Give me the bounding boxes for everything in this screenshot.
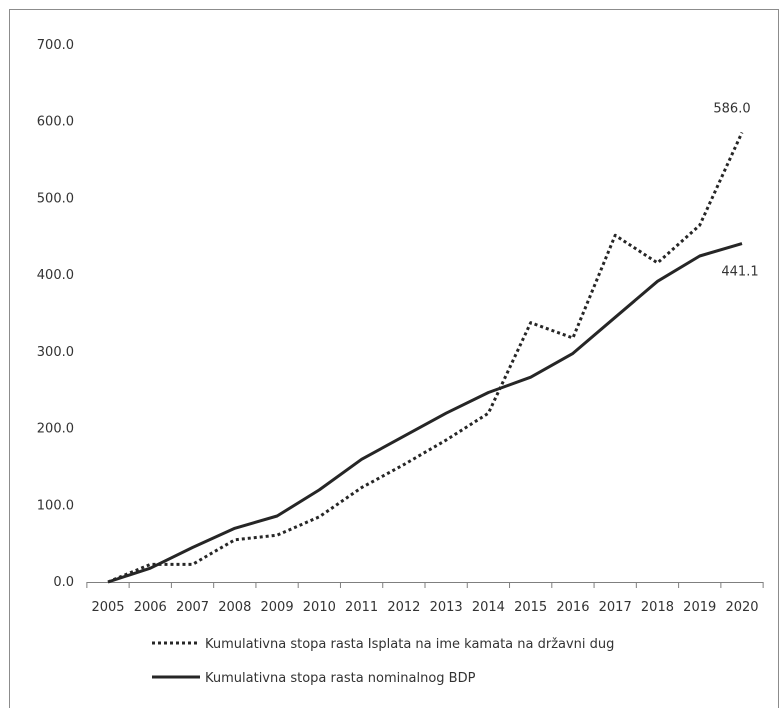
x-tick-label: 2020 <box>725 600 758 615</box>
x-tick-label: 2007 <box>176 600 209 615</box>
x-tick-label: 2017 <box>599 600 632 615</box>
legend: Kumulativna stopa rasta Isplata na ime k… <box>152 637 614 686</box>
y-tick-label: 400.0 <box>37 268 74 283</box>
x-tick-label: 2010 <box>303 600 336 615</box>
x-tick-label: 2008 <box>218 600 251 615</box>
x-tick-label: 2005 <box>91 600 124 615</box>
y-tick-label: 600.0 <box>37 115 74 130</box>
x-tick-label: 2013 <box>430 600 463 615</box>
chart-border <box>9 9 779 708</box>
legend-label: Kumulativna stopa rasta Isplata na ime k… <box>205 637 614 652</box>
data-labels: 586.0 441.1 <box>713 101 758 279</box>
x-tick-label: 2015 <box>514 600 547 615</box>
y-tick-label: 300.0 <box>37 345 74 360</box>
x-tick-label: 2016 <box>556 600 589 615</box>
x-tick-label: 2009 <box>261 600 294 615</box>
data-label: 586.0 <box>713 101 750 116</box>
y-tick-label: 200.0 <box>37 422 74 437</box>
data-label: 441.1 <box>721 265 758 280</box>
x-tick-label: 2011 <box>345 600 378 615</box>
series-line-nominal-gdp <box>107 242 743 584</box>
series-layer <box>107 131 744 584</box>
y-axis: 0.0 100.0 200.0 300.0 400.0 500.0 600.0 700.0 <box>37 38 74 590</box>
series-line-interest-payments <box>107 131 744 584</box>
legend-label: Kumulativna stopa rasta nominalnog BDP <box>205 671 476 686</box>
y-tick-label: 700.0 <box>37 38 74 53</box>
x-tick-label: 2006 <box>134 600 167 615</box>
x-tick-label: 2018 <box>641 600 674 615</box>
y-tick-label: 0.0 <box>53 575 74 590</box>
x-tick-label: 2014 <box>472 600 505 615</box>
y-tick-label: 100.0 <box>37 498 74 513</box>
x-tick-label: 2019 <box>683 600 716 615</box>
x-tick-label: 2012 <box>387 600 420 615</box>
y-tick-label: 500.0 <box>37 191 74 206</box>
x-axis: 2005 2006 2007 2008 2009 2010 2011 2012 2013 2014… <box>86 582 764 615</box>
